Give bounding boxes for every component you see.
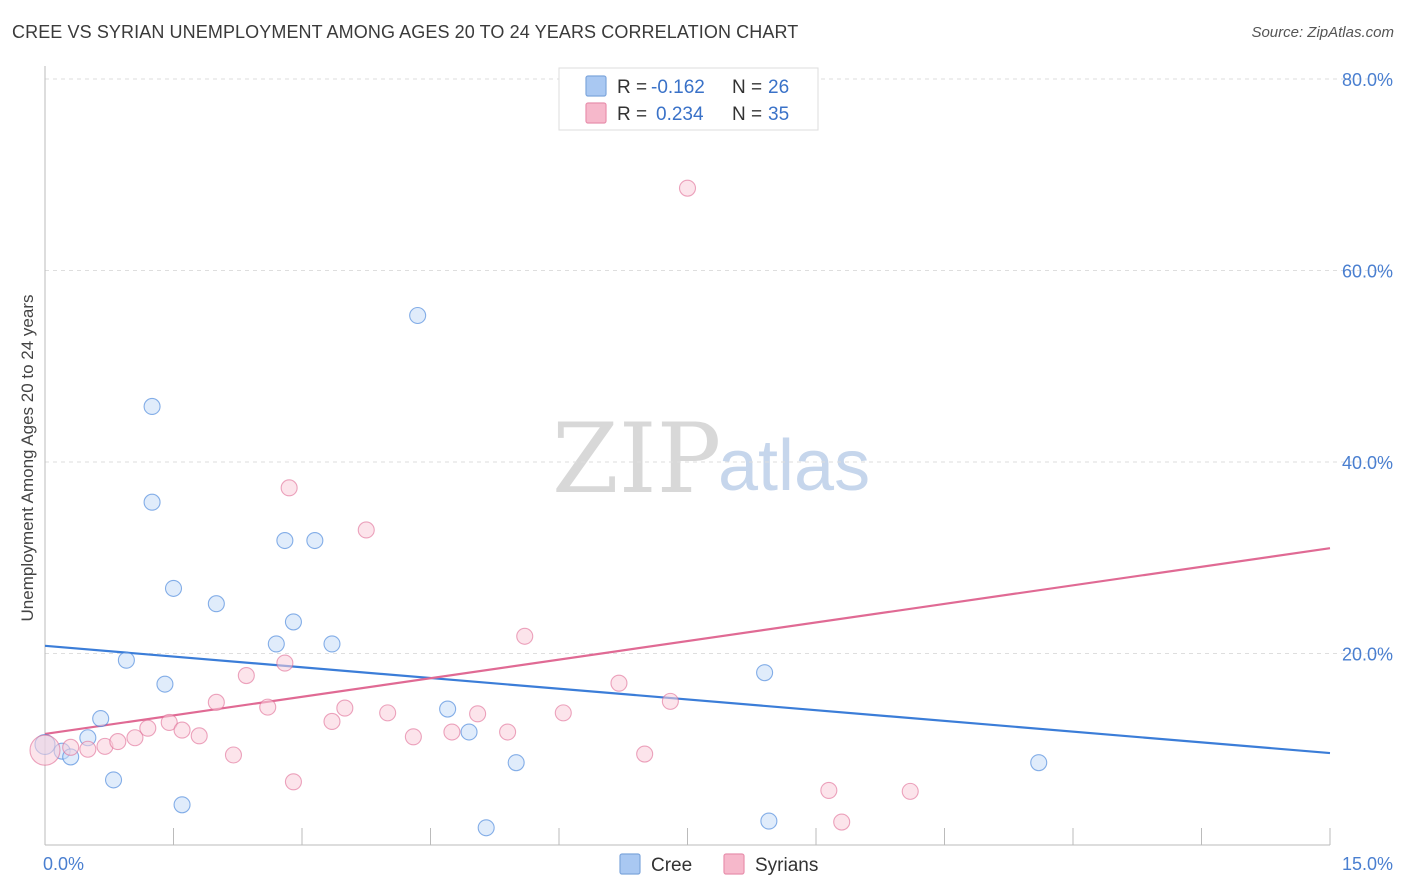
point-cree-15 (284, 613, 302, 631)
point-syrians-13 (259, 698, 277, 716)
point-syrians-5 (126, 729, 144, 747)
data-points (29, 95, 1048, 837)
point-syrians-16 (284, 773, 302, 791)
legend-n-label-syrians: N = (732, 104, 762, 125)
point-syrians-20 (379, 704, 397, 722)
point-syrians-23 (469, 705, 487, 723)
point-syrians-18 (336, 699, 354, 717)
point-syrians-19 (357, 521, 375, 539)
point-syrians-25 (516, 627, 534, 645)
point-syrians-12 (237, 666, 255, 685)
point-syrians-17 (323, 712, 341, 731)
point-syrians-27 (610, 674, 628, 692)
legend-n-value-syrians: 35 (768, 104, 789, 125)
point-cree-13 (267, 635, 285, 653)
point-syrians-14 (276, 654, 294, 672)
point-cree-5 (104, 771, 123, 789)
point-cree-10 (164, 579, 183, 597)
y-tick-label-2: 60.0% (1342, 262, 1393, 282)
watermark: ZIP atlas (552, 403, 870, 515)
point-cree-11 (173, 796, 191, 814)
watermark-zip: ZIP (552, 403, 721, 515)
point-syrians-34 (901, 782, 919, 800)
point-syrians-21 (404, 728, 422, 746)
y-axis-title: Unemployment Among Ages 20 to 24 years (18, 295, 37, 622)
trend-lines (44, 547, 1331, 755)
point-cree-24 (760, 812, 778, 830)
point-syrians-4 (109, 733, 127, 751)
legend-n-label-cree: N = (732, 77, 762, 98)
point-syrians-24 (499, 723, 517, 741)
point-syrians-32 (820, 781, 838, 799)
source-credit: Source: ZipAtlas.com (1251, 24, 1394, 41)
legend-r-label-cree: R = (617, 77, 647, 98)
point-syrians-10 (207, 693, 225, 711)
x-tick-label-max: 15.0% (1342, 854, 1393, 874)
trend-line-syrians (44, 547, 1331, 736)
point-syrians-1 (62, 738, 80, 756)
bottom-legend-label-cree: Cree (651, 855, 692, 876)
point-cree-18 (409, 306, 427, 325)
point-cree-17 (323, 635, 341, 653)
point-syrians-7 (160, 713, 178, 731)
bottom-legend-swatch-cree (619, 853, 641, 875)
point-syrians-11 (224, 746, 243, 764)
axes (44, 66, 1331, 846)
legend-r-label-syrians: R = (617, 104, 647, 125)
legend-r-value-syrians: 0.234 (656, 104, 704, 125)
legend-r-value-cree: -0.162 (651, 77, 705, 98)
point-cree-14 (276, 531, 294, 550)
point-cree-4 (92, 710, 110, 728)
y-tick-label-0: 20.0% (1342, 645, 1393, 665)
point-cree-12 (207, 595, 225, 613)
legend-swatch-cree (585, 75, 607, 97)
chart-title: CREE VS SYRIAN UNEMPLOYMENT AMONG AGES 2… (12, 22, 799, 42)
point-syrians-29 (661, 692, 679, 710)
point-cree-19 (439, 700, 457, 718)
point-cree-16 (306, 531, 324, 550)
point-cree-20 (460, 723, 478, 741)
y-tick-label-1: 40.0% (1342, 453, 1393, 473)
point-cree-6 (117, 651, 135, 669)
legend-n-value-cree: 26 (768, 77, 789, 98)
bottom-legend-swatch-syrians (723, 853, 745, 875)
bottom-legend-label-syrians: Syrians (755, 855, 818, 876)
y-tick-labels: 20.0% 40.0% 60.0% 80.0% (1342, 70, 1393, 665)
point-cree-25 (1030, 754, 1048, 772)
point-cree-21 (477, 819, 495, 837)
point-syrians-28 (636, 745, 654, 763)
point-cree-22 (507, 754, 525, 772)
point-cree-9 (156, 675, 174, 693)
point-syrians-9 (190, 727, 208, 745)
legend-swatch-syrians (585, 102, 607, 124)
point-syrians-8 (173, 721, 191, 739)
point-cree-8 (143, 397, 161, 416)
point-cree-7 (143, 493, 161, 511)
point-cree-23 (756, 664, 774, 682)
point-syrians-22 (443, 723, 461, 741)
point-syrians-2 (79, 740, 97, 758)
trend-line-cree (44, 644, 1331, 755)
point-syrians-30 (678, 179, 697, 197)
point-syrians-15 (280, 479, 298, 497)
series-legend: Cree Syrians (619, 853, 818, 876)
x-tick-labels: 0.0% 15.0% (43, 854, 1393, 874)
point-syrians-6 (139, 719, 157, 737)
x-tick-label-min: 0.0% (43, 854, 84, 874)
point-syrians-33 (833, 813, 851, 831)
correlation-legend: R = -0.162 N = 26 R = 0.234 N = 35 (558, 67, 819, 131)
y-tick-label-3: 80.0% (1342, 70, 1393, 90)
watermark-atlas: atlas (718, 426, 870, 506)
point-syrians-0 (29, 734, 61, 766)
point-syrians-26 (554, 704, 572, 722)
